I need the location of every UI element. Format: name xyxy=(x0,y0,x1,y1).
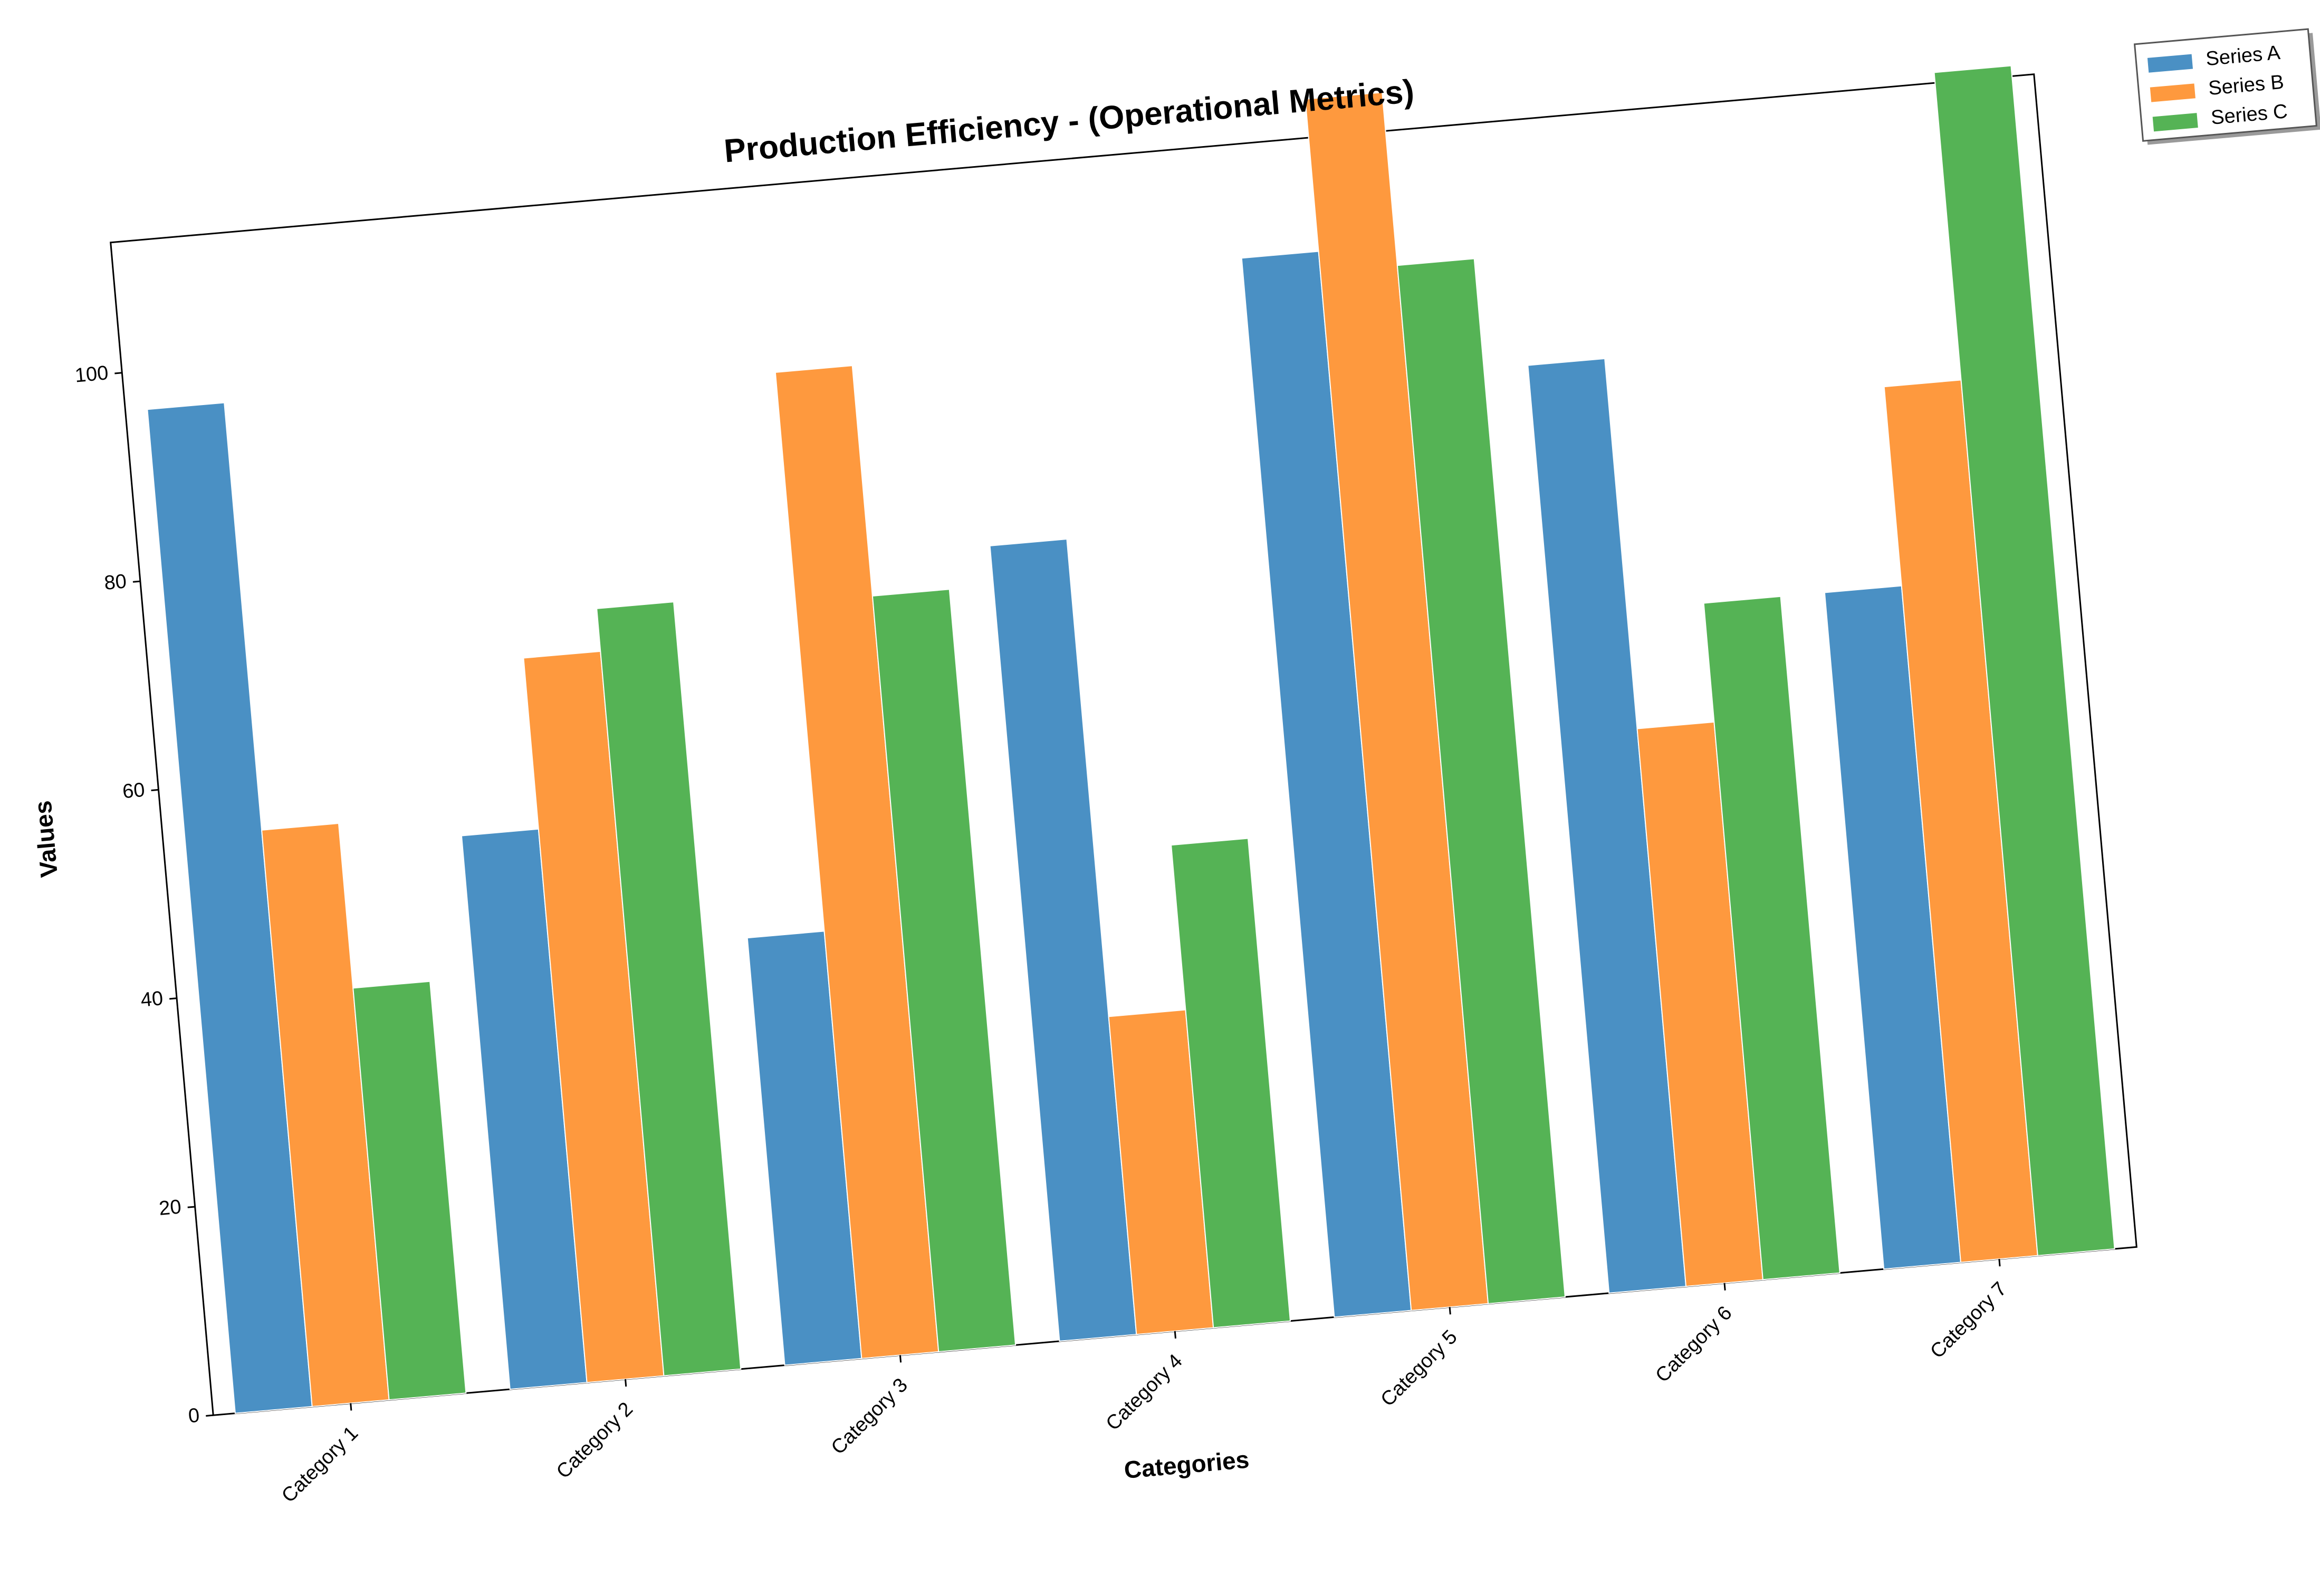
x-tick-mark xyxy=(1998,1258,2001,1267)
y-tick-label: 60 xyxy=(121,779,146,803)
bars-layer xyxy=(147,65,2115,1414)
y-tick-mark xyxy=(206,1414,214,1417)
y-tick-label: 100 xyxy=(74,362,109,387)
bar-series-c-cat-2 xyxy=(596,601,742,1377)
y-axis-label: Values xyxy=(29,800,63,879)
y-tick-label: 80 xyxy=(103,570,128,594)
bar-series-c-cat-5 xyxy=(1396,258,1566,1304)
bar-series-c-cat-1 xyxy=(352,980,467,1401)
y-tick-label: 0 xyxy=(187,1405,200,1428)
y-tick-label: 20 xyxy=(158,1196,183,1220)
bar-series-c-cat-3 xyxy=(871,589,1017,1353)
y-axis-ticks: 0 20 40 60 80 100 xyxy=(74,362,214,1428)
bar-series-c-cat-6 xyxy=(1703,595,1840,1281)
legend-swatch xyxy=(2147,54,2193,73)
plot-area: Category 1 Category 2 Category 3 Category 4… xyxy=(74,65,2137,1507)
x-tick-mark xyxy=(1723,1283,1726,1291)
y-tick-label: 40 xyxy=(140,987,164,1012)
y-tick-mark xyxy=(169,997,177,1000)
y-tick-mark xyxy=(132,580,141,583)
legend-swatch xyxy=(2150,83,2196,102)
bar-series-c-cat-4 xyxy=(1171,838,1291,1329)
bar-series-c-cat-7 xyxy=(1933,65,2115,1256)
bar-series-a-cat-4 xyxy=(989,539,1137,1342)
legend-swatch xyxy=(2152,113,2198,132)
